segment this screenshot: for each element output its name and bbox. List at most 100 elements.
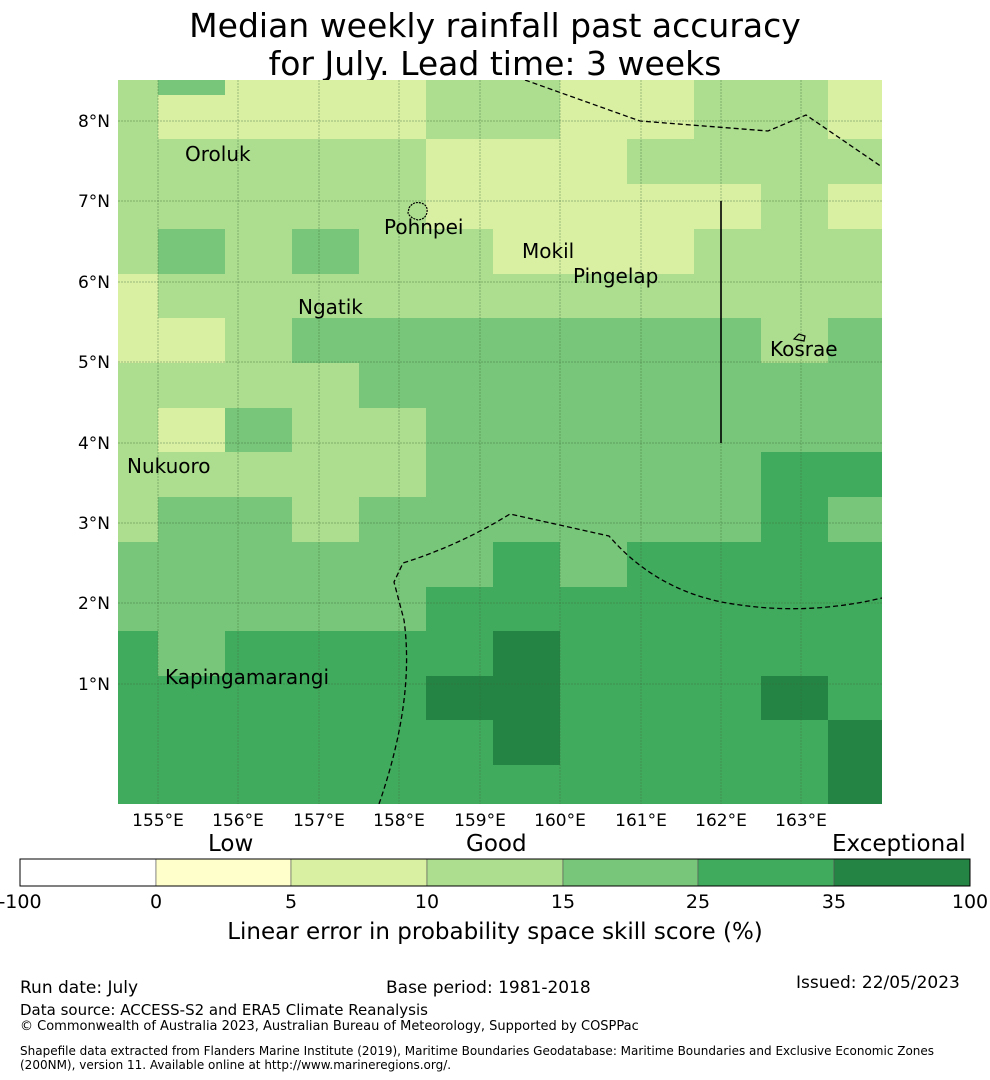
skill-cell	[560, 542, 628, 588]
skill-cell	[493, 452, 561, 498]
skill-cell	[694, 318, 762, 364]
skill-cell	[158, 274, 226, 319]
skill-cell	[828, 676, 882, 721]
skill-cell	[426, 676, 494, 721]
skill-cell	[426, 139, 494, 185]
skill-cell	[694, 542, 762, 588]
skill-cell	[694, 80, 762, 96]
skill-cell	[560, 631, 628, 677]
skill-cell	[118, 139, 159, 185]
longitude-label: 157°E	[293, 811, 345, 831]
skill-cell	[828, 363, 882, 409]
skill-cell	[560, 720, 628, 766]
skill-cell	[761, 363, 829, 409]
skill-cell	[118, 542, 159, 588]
skill-cell	[158, 80, 226, 96]
skill-cell	[292, 542, 360, 588]
skill-cell	[225, 318, 293, 364]
skill-cell	[225, 95, 293, 140]
skill-cell	[118, 587, 159, 632]
skill-cell	[225, 676, 293, 721]
skill-cell	[118, 363, 159, 409]
skill-cell	[426, 587, 494, 632]
skill-cell	[560, 497, 628, 543]
skill-cell	[761, 720, 829, 766]
place-label: Kosrae	[770, 337, 838, 361]
skill-cell	[493, 80, 561, 96]
colorbar-swatch	[697, 858, 835, 887]
skill-cell	[627, 631, 695, 677]
eez-boundaries	[378, 80, 882, 804]
colorbar	[19, 858, 971, 887]
skill-cell	[158, 765, 226, 804]
skill-cell	[359, 363, 427, 409]
longitude-label: 156°E	[212, 811, 264, 831]
skill-cell	[426, 184, 494, 230]
skill-cell	[761, 542, 829, 588]
skill-cell	[426, 631, 494, 677]
skill-cell	[158, 631, 226, 677]
skill-cell	[694, 184, 762, 230]
map-axes: 8°N 7°N 6°N 5°N 4°N 3°N 2°N 1°N 155°E 156°E 157°E 1…	[78, 112, 827, 831]
skill-cell	[118, 229, 159, 275]
skill-cell	[828, 318, 882, 364]
eez-boundary-north	[524, 80, 882, 168]
skill-cell	[225, 542, 293, 588]
copyright: © Commonwealth of Australia 2023, Austra…	[20, 1019, 639, 1034]
skill-cell	[158, 587, 226, 632]
skill-cell	[828, 497, 882, 543]
skill-cell	[292, 184, 360, 230]
skill-cell	[118, 80, 159, 96]
colorbar-tick-label: 25	[685, 891, 711, 913]
longitude-label: 159°E	[454, 811, 506, 831]
skill-cell	[627, 95, 695, 140]
skill-cell	[560, 318, 628, 364]
skill-cell	[158, 363, 226, 409]
skill-cell	[828, 184, 882, 230]
skill-cell	[761, 274, 829, 319]
skill-cell	[225, 497, 293, 543]
skill-cell	[493, 318, 561, 364]
skill-cell	[694, 765, 762, 804]
skill-cell	[828, 765, 882, 804]
colorbar-axis-label: Linear error in probability space skill …	[227, 919, 763, 945]
skill-cell	[359, 765, 427, 804]
skill-cell	[627, 497, 695, 543]
skill-cell	[627, 229, 695, 275]
latitude-label: 1°N	[78, 675, 110, 695]
skill-cell	[158, 408, 226, 453]
skill-cell	[694, 274, 762, 319]
skill-cell	[493, 631, 561, 677]
skill-cell	[118, 408, 159, 453]
skill-cell	[158, 720, 226, 766]
longitude-label: 162°E	[695, 811, 747, 831]
skill-cell	[359, 720, 427, 766]
skill-cell	[292, 676, 360, 721]
skill-cell	[292, 631, 360, 677]
skill-cell	[225, 229, 293, 275]
skill-cell	[828, 542, 882, 588]
skill-cell	[560, 676, 628, 721]
skill-cell	[292, 720, 360, 766]
skill-cell	[761, 184, 829, 230]
skill-cell	[426, 318, 494, 364]
skill-cell	[493, 587, 561, 632]
skill-cell	[292, 274, 360, 319]
skill-cell	[359, 542, 427, 588]
skill-cell	[493, 229, 561, 275]
skill-cell	[359, 80, 427, 96]
skill-cell	[426, 452, 494, 498]
map-title-line-1: Median weekly rainfall past accuracy	[189, 6, 801, 45]
skill-cell	[118, 497, 159, 543]
colorbar-category-low: Low	[208, 831, 254, 857]
colorbar-tick-label: 15	[550, 891, 576, 913]
skill-cell	[225, 184, 293, 230]
skill-cell	[694, 720, 762, 766]
skill-cell	[493, 408, 561, 453]
skill-cell	[118, 318, 159, 364]
skill-cell	[694, 676, 762, 721]
skill-cell	[560, 80, 628, 96]
skill-cell	[627, 363, 695, 409]
skill-cell	[627, 587, 695, 632]
